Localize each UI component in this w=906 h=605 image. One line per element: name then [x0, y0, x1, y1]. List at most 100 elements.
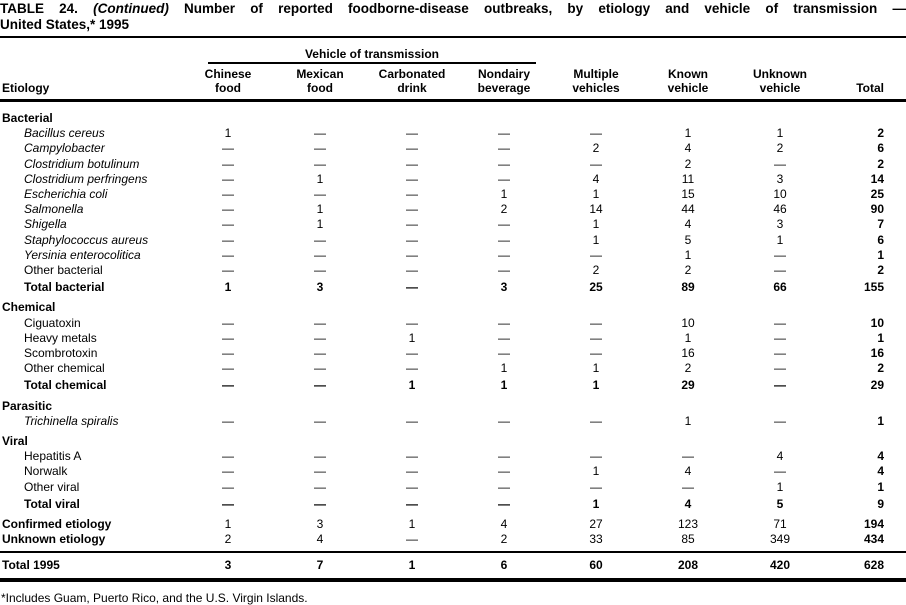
value-multiple-vehicles: 60	[589, 558, 603, 573]
value-carbonated-drink: 1	[408, 378, 416, 393]
table-number: TABLE 24.	[0, 1, 78, 16]
value-mexican-food: —	[314, 141, 326, 156]
value-known-vehicle: —	[682, 449, 694, 464]
value-carbonated-drink: 1	[408, 330, 416, 345]
etiology-label: Total bacterial	[24, 280, 105, 295]
etiology-label: Parasitic	[2, 398, 53, 413]
value-total: 16	[870, 346, 884, 361]
value-mexican-food: —	[314, 361, 326, 376]
value-mexican-food: —	[314, 346, 326, 361]
value-mexican-food: —	[314, 315, 326, 330]
value-mexican-food: —	[314, 263, 326, 278]
value-mexican-food: —	[314, 247, 326, 262]
value-mexican-food: 1	[316, 217, 324, 232]
value-nondairy-beverage: —	[498, 156, 510, 171]
table-row: Chemical	[0, 300, 906, 315]
value-unknown-vehicle: —	[774, 378, 786, 393]
column-header-carbonated-drink: Carbonated drink	[378, 67, 446, 95]
value-total: 2	[877, 361, 884, 376]
value-known-vehicle: 2	[684, 156, 692, 171]
value-unknown-vehicle: 10	[773, 187, 787, 202]
value-carbonated-drink: —	[406, 346, 418, 361]
value-mexican-food: —	[314, 496, 326, 511]
value-unknown-vehicle: 1	[776, 126, 784, 141]
value-chinese-food: —	[222, 232, 234, 247]
value-nondairy-beverage: 2	[500, 202, 508, 217]
value-nondairy-beverage	[458, 300, 550, 315]
value-carbonated-drink: 1	[408, 558, 416, 573]
value-unknown-vehicle: 5	[776, 496, 784, 511]
table-row: Other chemical — — — 1 1 2 — 2	[0, 361, 906, 376]
value-known-vehicle: 85	[681, 532, 695, 547]
value-multiple-vehicles: —	[590, 247, 602, 262]
value-carbonated-drink: —	[406, 479, 418, 494]
value-nondairy-beverage: —	[498, 247, 510, 262]
value-mexican-food: 1	[316, 171, 324, 186]
value-nondairy-beverage: —	[498, 126, 510, 141]
value-carbonated-drink	[366, 111, 458, 126]
value-multiple-vehicles: —	[590, 449, 602, 464]
value-mexican-food: —	[314, 464, 326, 479]
value-multiple-vehicles	[550, 111, 642, 126]
value-total: 1	[877, 247, 884, 262]
value-chinese-food: —	[222, 247, 234, 262]
etiology-label: Unknown etiology	[2, 532, 106, 547]
value-nondairy-beverage: 1	[500, 378, 508, 393]
value-chinese-food	[182, 434, 274, 449]
value-chinese-food: —	[222, 479, 234, 494]
table-title: TABLE 24. (Continued) Number of reported…	[0, 0, 906, 38]
table-row: Scombrotoxin — — — — — 16 — 16	[0, 346, 906, 361]
header-spanner-row: Vehicle of transmission	[0, 38, 906, 64]
value-mexican-food: —	[314, 126, 326, 141]
table-row: Confirmed etiology 1 3 1 4 27 123 71 194	[0, 517, 906, 532]
value-unknown-vehicle: 3	[776, 171, 784, 186]
value-carbonated-drink: —	[406, 263, 418, 278]
value-mexican-food: 4	[316, 532, 324, 547]
value-nondairy-beverage: —	[498, 330, 510, 345]
etiology-label: Clostridium perfringens	[24, 171, 148, 186]
etiology-label: Other viral	[24, 479, 80, 494]
value-carbonated-drink: —	[406, 217, 418, 232]
table-row: Norwalk — — — — 1 4 — 4	[0, 464, 906, 479]
table-title-line1: TABLE 24. (Continued) Number of reported…	[0, 1, 906, 17]
table-bottom-rule	[0, 577, 906, 582]
value-mexican-food: —	[314, 187, 326, 202]
value-multiple-vehicles: 27	[589, 517, 603, 532]
value-chinese-food: —	[222, 346, 234, 361]
value-known-vehicle	[642, 399, 734, 414]
table-row: Campylobacter — — — — 2 4 2 6	[0, 141, 906, 156]
value-known-vehicle: 123	[677, 517, 699, 532]
value-nondairy-beverage: —	[498, 141, 510, 156]
value-nondairy-beverage	[458, 434, 550, 449]
value-nondairy-beverage: 6	[500, 558, 508, 573]
value-chinese-food: —	[222, 449, 234, 464]
table-row: Salmonella — 1 — 2 14 44 46 90	[0, 202, 906, 217]
table-row: Yersinia enterocolitica — — — — — 1 — 1	[0, 248, 906, 263]
value-unknown-vehicle: —	[774, 315, 786, 330]
value-known-vehicle	[642, 434, 734, 449]
etiology-label: Hepatitis A	[24, 449, 82, 464]
value-unknown-vehicle: 1	[776, 232, 784, 247]
value-mexican-food: —	[314, 378, 326, 393]
value-carbonated-drink: —	[406, 247, 418, 262]
value-chinese-food	[182, 111, 274, 126]
value-multiple-vehicles	[550, 434, 642, 449]
value-total: 7	[877, 217, 884, 232]
value-multiple-vehicles: —	[590, 315, 602, 330]
table-row: Other bacterial — — — — 2 2 — 2	[0, 263, 906, 278]
value-total: 10	[870, 315, 884, 330]
value-nondairy-beverage: —	[498, 496, 510, 511]
table-row: Heavy metals — — 1 — — 1 — 1	[0, 331, 906, 346]
value-multiple-vehicles: —	[590, 330, 602, 345]
value-chinese-food: 1	[224, 126, 232, 141]
value-multiple-vehicles: —	[590, 346, 602, 361]
table-row: Other viral — — — — — — 1 1	[0, 480, 906, 495]
value-multiple-vehicles: 2	[592, 141, 600, 156]
value-unknown-vehicle	[734, 399, 826, 414]
value-chinese-food: —	[222, 496, 234, 511]
value-chinese-food: —	[222, 330, 234, 345]
value-total: 25	[870, 187, 884, 202]
value-chinese-food: —	[222, 413, 234, 428]
column-header-nondairy-beverage: Nondairy beverage	[477, 67, 531, 95]
value-known-vehicle: 4	[684, 464, 692, 479]
